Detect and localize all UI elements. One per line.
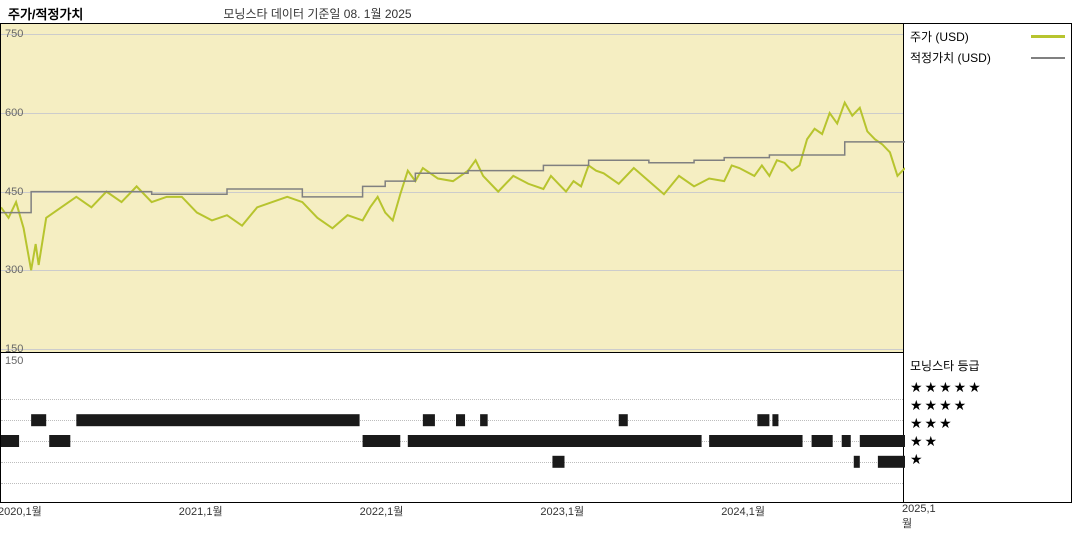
y-tick-label: 600 (5, 107, 23, 119)
x-tick-label: 2023,1월 (540, 503, 584, 519)
series-line (1, 103, 905, 271)
rating-chart: 150 (0, 353, 904, 503)
rating-stars-row: ★★★★ (910, 396, 1065, 414)
rating-legend-title: 모닝스타 등급 (910, 357, 1065, 374)
rating-segment (480, 414, 488, 426)
x-tick-label: 2020,1월 (0, 503, 42, 519)
rating-stars-row: ★★ (910, 432, 1065, 450)
legend-label: 주가 (USD) (910, 28, 969, 45)
rating-y-label: 150 (5, 355, 23, 367)
page-title: 주가/적정가치 (8, 4, 83, 23)
rating-segment (860, 435, 905, 447)
y-tick-label: 300 (5, 264, 23, 276)
rating-segment (31, 414, 46, 426)
rating-segment (456, 414, 465, 426)
rating-stars-row: ★ (910, 450, 1065, 468)
rating-legend: 모닝스타 등급★★★★★★★★★★★★★★★ (904, 353, 1072, 503)
price-chart: 150 300 450 600 750 (0, 23, 904, 353)
rating-segment (772, 414, 778, 426)
x-tick-label: 2021,1월 (179, 503, 223, 519)
x-tick-label: 2024,1월 (721, 503, 765, 519)
rating-chart-svg (1, 353, 905, 503)
rating-segment (1, 435, 19, 447)
legend-swatch (1031, 57, 1065, 59)
rating-segment (423, 414, 435, 426)
x-axis: 2020,1월2021,1월2022,1월2023,1월2024,1월2025,… (0, 503, 904, 521)
rating-segment (709, 435, 802, 447)
x-tick-label: 2022,1월 (360, 503, 404, 519)
rating-segment (552, 456, 564, 468)
legend-swatch (1031, 35, 1065, 38)
data-as-of: 모닝스타 데이터 기준일 08. 1월 2025 (223, 5, 411, 22)
rating-segment (854, 456, 860, 468)
rating-segment (878, 456, 905, 468)
rating-stars-row: ★★★ (910, 414, 1065, 432)
price-chart-legend: 주가 (USD) 적정가치 (USD) (904, 23, 1072, 353)
y-tick-label: 150 (5, 343, 23, 355)
rating-segment (408, 435, 702, 447)
rating-segment (49, 435, 70, 447)
legend-item: 적정가치 (USD) (910, 49, 1065, 66)
rating-segment (842, 435, 851, 447)
rating-segment (812, 435, 833, 447)
rating-segment (619, 414, 628, 426)
y-tick-label: 750 (5, 28, 23, 40)
rating-segment (363, 435, 401, 447)
price-chart-svg (1, 24, 905, 354)
legend-label: 적정가치 (USD) (910, 49, 991, 66)
y-tick-label: 450 (5, 186, 23, 198)
rating-stars-row: ★★★★★ (910, 378, 1065, 396)
rating-segment (757, 414, 769, 426)
rating-segment (76, 414, 359, 426)
legend-item: 주가 (USD) (910, 28, 1065, 45)
x-tick-label: 2025,1월 (902, 503, 936, 531)
